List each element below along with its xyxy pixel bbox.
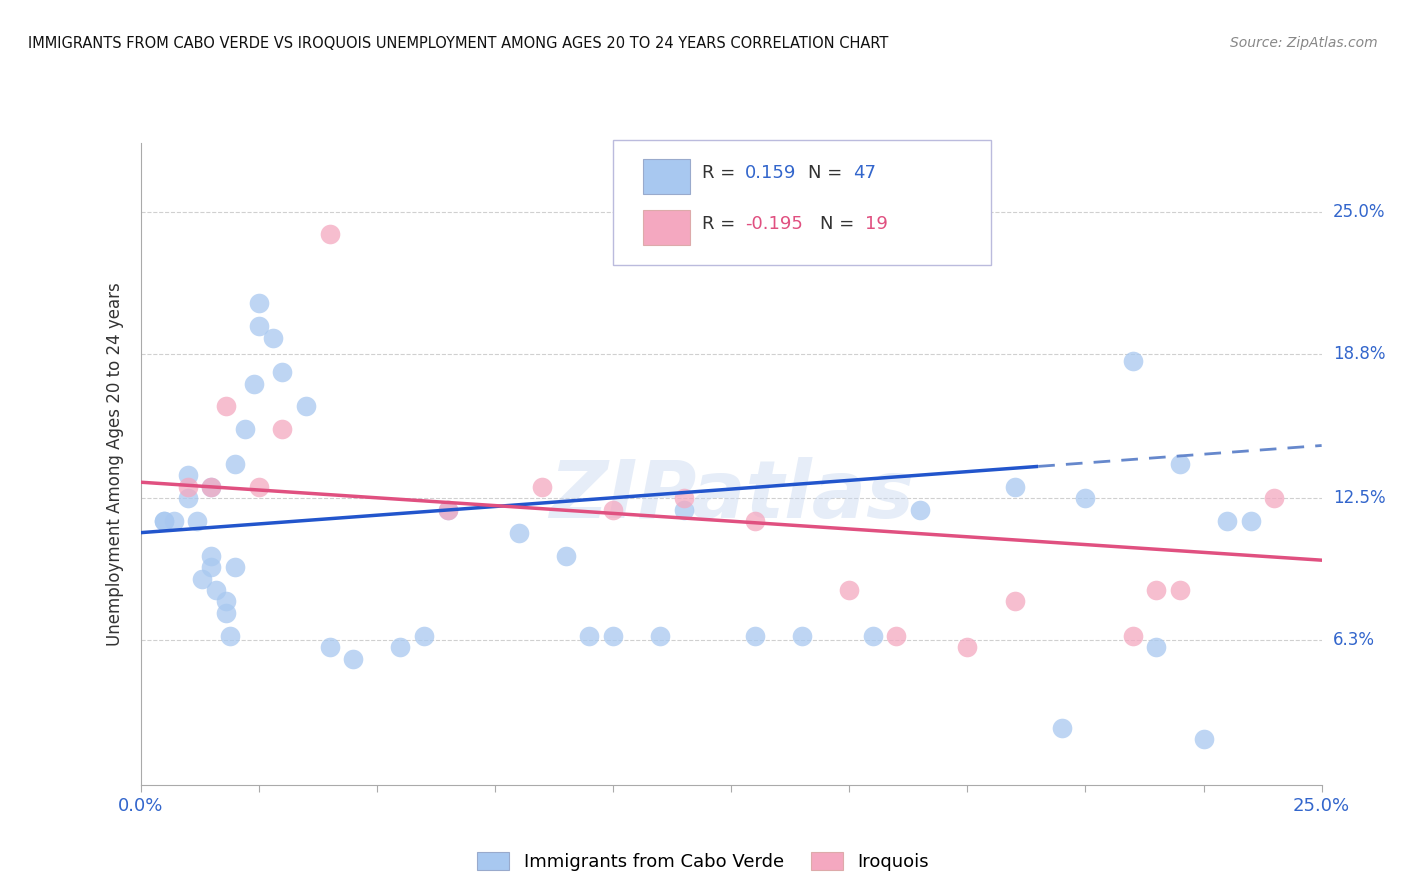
Point [214,400,236,414]
Point [1004,480,1026,494]
Point [186,514,208,528]
Text: 18.8%: 18.8% [1333,344,1385,363]
Point [672,502,695,516]
Point [1216,514,1239,528]
Point [243,376,266,391]
Point [247,296,270,310]
Text: 0.159: 0.159 [745,164,797,182]
Point [413,629,436,643]
Text: 6.3%: 6.3% [1333,632,1375,649]
Point [214,606,236,620]
Text: N =: N = [808,164,848,182]
Point [224,560,246,574]
Point [602,502,624,516]
Point [153,514,176,528]
Text: 25.0%: 25.0% [1333,202,1385,220]
Y-axis label: Unemployment Among Ages 20 to 24 years: Unemployment Among Ages 20 to 24 years [105,282,124,646]
Point [838,582,860,597]
Point [436,502,458,516]
Point [271,365,294,379]
Text: 19: 19 [865,215,887,234]
FancyBboxPatch shape [613,139,991,265]
Point [1192,732,1215,747]
Point [1240,514,1263,528]
Point [602,629,624,643]
Text: 47: 47 [853,164,876,182]
Point [886,629,908,643]
Point [1168,582,1191,597]
FancyBboxPatch shape [643,211,690,245]
Point [200,549,222,563]
Point [1168,457,1191,471]
Point [744,514,766,528]
Point [1263,491,1285,506]
Point [295,400,318,414]
Text: N =: N = [820,215,859,234]
Text: IMMIGRANTS FROM CABO VERDE VS IROQUOIS UNEMPLOYMENT AMONG AGES 20 TO 24 YEARS CO: IMMIGRANTS FROM CABO VERDE VS IROQUOIS U… [28,36,889,51]
Point [233,422,256,436]
Point [956,640,979,655]
Point [1144,582,1167,597]
Point [191,572,214,586]
Point [262,331,284,345]
Point [153,514,176,528]
Point [436,502,458,516]
Point [389,640,412,655]
Point [177,491,200,506]
Point [1050,721,1073,735]
Point [224,457,246,471]
Point [1074,491,1097,506]
Point [744,629,766,643]
Text: 12.5%: 12.5% [1333,489,1385,508]
Text: -0.195: -0.195 [745,215,803,234]
Point [1122,629,1144,643]
FancyBboxPatch shape [643,159,690,194]
Point [200,480,222,494]
Point [177,480,200,494]
Text: Source: ZipAtlas.com: Source: ZipAtlas.com [1230,36,1378,50]
Point [908,502,931,516]
Point [200,480,222,494]
Point [177,468,200,483]
Text: ZIPatlas: ZIPatlas [548,457,914,535]
Point [247,319,270,334]
Point [1004,594,1026,608]
Point [247,480,270,494]
Point [318,640,340,655]
Legend: Immigrants from Cabo Verde, Iroquois: Immigrants from Cabo Verde, Iroquois [470,845,936,879]
Point [200,560,222,574]
Text: R =: R = [702,164,741,182]
Text: R =: R = [702,215,741,234]
Point [790,629,813,643]
Point [342,652,364,666]
Point [1122,353,1144,368]
Point [219,629,242,643]
Point [163,514,186,528]
Point [672,491,695,506]
Point [318,227,340,242]
Point [1144,640,1167,655]
Point [271,422,294,436]
Point [531,480,554,494]
Point [578,629,600,643]
Point [862,629,884,643]
Point [508,525,530,540]
Point [205,582,228,597]
Point [554,549,576,563]
Point [214,594,236,608]
Point [650,629,672,643]
